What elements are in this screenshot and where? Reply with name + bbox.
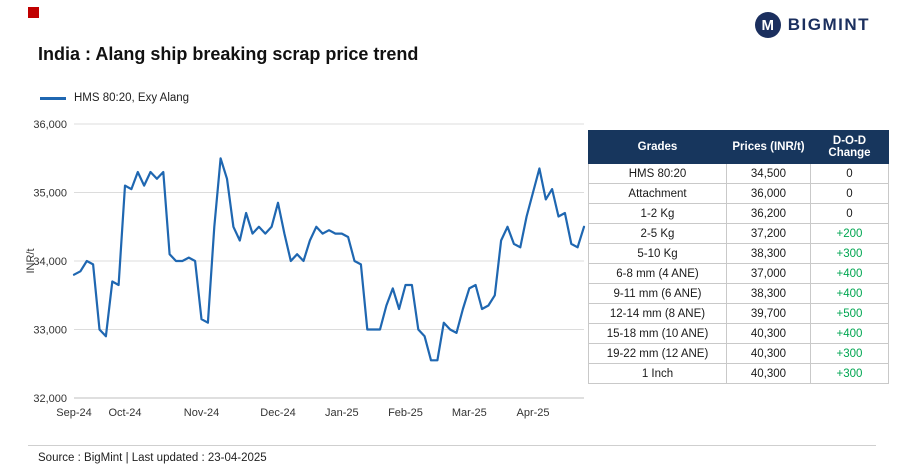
- x-tick-label: Oct-24: [108, 407, 141, 419]
- grade-cell: 1-2 Kg: [588, 203, 727, 224]
- change-cell: 0: [810, 163, 889, 184]
- table-header: Grades Prices (INR/t) D-O-D Change: [588, 130, 889, 164]
- table-row: 15-18 mm (10 ANE) 40,300 +400: [588, 323, 889, 344]
- price-cell: 38,300: [726, 243, 811, 264]
- price-trend-chart-svg: 32,000 33,000 34,000 35,000 36,000 Sep-24 Oct-…: [25, 119, 586, 419]
- grade-cell: Attachment: [588, 183, 727, 204]
- page-title: India : Alang ship breaking scrap price …: [38, 44, 419, 64]
- price-cell: 40,300: [726, 343, 811, 364]
- price-cell: 40,300: [726, 363, 811, 384]
- price-cell: 36,000: [726, 183, 811, 204]
- table-row: Attachment 36,000 0: [588, 183, 889, 204]
- column-header-grades: Grades: [588, 130, 727, 164]
- grade-cell: 6-8 mm (4 ANE): [588, 263, 727, 284]
- y-tick-label: 34,000: [33, 256, 67, 268]
- x-tick-label: Feb-25: [388, 407, 423, 419]
- table-row: 9-11 mm (6 ANE) 38,300 +400: [588, 283, 889, 304]
- table-body: HMS 80:20 34,500 0 Attachment 36,000 0 1-2 Kg 3…: [588, 163, 889, 384]
- bigmint-logo-icon: M: [754, 12, 781, 38]
- x-tick-label: Apr-25: [516, 407, 549, 419]
- price-cell: 40,300: [726, 323, 811, 344]
- footer-divider: [28, 445, 876, 446]
- price-cell: 37,200: [726, 223, 811, 244]
- y-axis-title: INR/t: [25, 248, 37, 273]
- price-cell: 34,500: [726, 163, 811, 184]
- change-cell: +500: [810, 303, 889, 324]
- grade-cell: 9-11 mm (6 ANE): [588, 283, 727, 304]
- grade-cell: 1 Inch: [588, 363, 727, 384]
- change-cell: +400: [810, 323, 889, 344]
- table-row: 1-2 Kg 36,200 0: [588, 203, 889, 224]
- change-cell: +400: [810, 263, 889, 284]
- table-row: 5-10 Kg 38,300 +300: [588, 243, 889, 264]
- table-row: 6-8 mm (4 ANE) 37,000 +400: [588, 263, 889, 284]
- table-row: HMS 80:20 34,500 0: [588, 163, 889, 184]
- x-tick-label: Jan-25: [325, 407, 359, 419]
- source-text: Source : BigMint | Last updated : 23-04-…: [38, 452, 267, 464]
- grade-cell: 19-22 mm (12 ANE): [588, 343, 727, 364]
- chart-legend: HMS 80:20, Exy Alang: [40, 92, 189, 104]
- grade-cell: HMS 80:20: [588, 163, 727, 184]
- table-row: 12-14 mm (8 ANE) 39,700 +500: [588, 303, 889, 324]
- grade-cell: 2-5 Kg: [588, 223, 727, 244]
- x-tick-label: Dec-24: [260, 407, 295, 419]
- grade-cell: 12-14 mm (8 ANE): [588, 303, 727, 324]
- x-tick-label: Nov-24: [184, 407, 219, 419]
- price-trend-chart: 32,000 33,000 34,000 35,000 36,000 Sep-24 Oct-…: [20, 116, 600, 428]
- legend-label: HMS 80:20, Exy Alang: [74, 92, 190, 104]
- change-cell: +300: [810, 243, 889, 264]
- table-row: 19-22 mm (12 ANE) 40,300 +300: [588, 343, 889, 364]
- change-cell: +300: [810, 363, 889, 384]
- price-cell: 37,000: [726, 263, 811, 284]
- price-cell: 36,200: [726, 203, 811, 224]
- y-tick-label: 33,000: [33, 325, 67, 337]
- change-cell: 0: [810, 203, 889, 224]
- bigmint-logo: M BIGMINT: [754, 12, 870, 38]
- price-cell: 39,700: [726, 303, 811, 324]
- column-header-dod-change: D-O-D Change: [810, 130, 889, 164]
- y-tick-label: 35,000: [33, 188, 67, 200]
- trend-line: [72, 157, 586, 362]
- change-cell: +200: [810, 223, 889, 244]
- change-cell: 0: [810, 183, 889, 204]
- bigmint-logo-text: BIGMINT: [787, 15, 870, 34]
- change-cell: +400: [810, 283, 889, 304]
- table-row: 1 Inch 40,300 +300: [588, 363, 889, 384]
- price-cell: 38,300: [726, 283, 811, 304]
- column-header-prices: Prices (INR/t): [726, 130, 811, 164]
- y-tick-label: 32,000: [33, 393, 67, 405]
- brand-accent-square: [28, 7, 39, 18]
- grade-cell: 15-18 mm (10 ANE): [588, 323, 727, 344]
- grade-cell: 5-10 Kg: [588, 243, 727, 264]
- table-row: 2-5 Kg 37,200 +200: [588, 223, 889, 244]
- x-tick-label: Sep-24: [56, 407, 91, 419]
- grades-price-table: Grades Prices (INR/t) D-O-D Change HMS 8…: [588, 130, 889, 384]
- x-tick-label: Mar-25: [452, 407, 487, 419]
- legend-line-swatch: [40, 96, 66, 100]
- change-cell: +300: [810, 343, 889, 364]
- y-tick-label: 36,000: [33, 119, 67, 131]
